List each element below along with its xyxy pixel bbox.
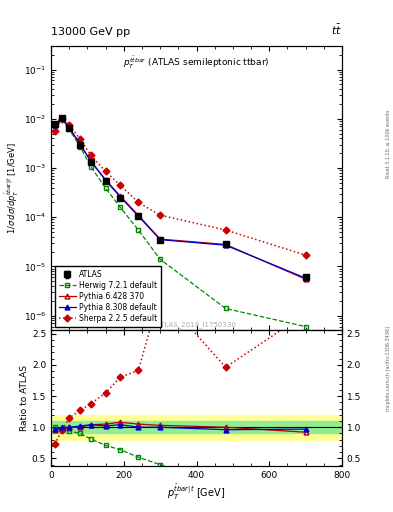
Herwig 7.2.1 default: [78, 144, 83, 150]
Pythia 8.308 default: [136, 213, 141, 219]
Pythia 8.308 default: [60, 115, 64, 121]
Pythia 6.428 370: [67, 125, 72, 131]
Pythia 8.308 default: [158, 237, 163, 243]
Pythia 8.308 default: [89, 159, 94, 165]
Text: 13000 GeV pp: 13000 GeV pp: [51, 27, 130, 37]
Sherpa 2.2.5 default: [89, 153, 94, 159]
Sherpa 2.2.5 default: [60, 116, 64, 122]
Pythia 6.428 370: [89, 159, 94, 165]
Sherpa 2.2.5 default: [303, 252, 308, 258]
Sherpa 2.2.5 default: [223, 227, 228, 233]
Pythia 8.308 default: [67, 125, 72, 131]
Text: ATLAS_2019_I1750330: ATLAS_2019_I1750330: [156, 321, 237, 328]
Line: Sherpa 2.2.5 default: Sherpa 2.2.5 default: [52, 116, 308, 258]
X-axis label: $p_T^{\bar{t}bar|t}$ [GeV]: $p_T^{\bar{t}bar|t}$ [GeV]: [167, 482, 226, 502]
Pythia 8.308 default: [52, 121, 57, 127]
Pythia 6.428 370: [303, 276, 308, 282]
Sherpa 2.2.5 default: [136, 199, 141, 205]
Herwig 7.2.1 default: [136, 227, 141, 233]
Pythia 6.428 370: [52, 122, 57, 128]
Pythia 6.428 370: [158, 236, 163, 242]
Text: $t\bar{t}$: $t\bar{t}$: [331, 23, 342, 37]
Line: Herwig 7.2.1 default: Herwig 7.2.1 default: [52, 116, 308, 329]
Y-axis label: $1/\sigma\,d\sigma/dp_T^{\bar{t}bar|t}$ [1/GeV]: $1/\sigma\,d\sigma/dp_T^{\bar{t}bar|t}$ …: [4, 142, 21, 234]
Herwig 7.2.1 default: [60, 115, 64, 121]
Pythia 6.428 370: [136, 212, 141, 218]
Y-axis label: Ratio to ATLAS: Ratio to ATLAS: [20, 365, 29, 431]
Sherpa 2.2.5 default: [103, 168, 108, 175]
Herwig 7.2.1 default: [103, 185, 108, 191]
Text: Rivet 3.1.10, ≥ 100k events: Rivet 3.1.10, ≥ 100k events: [386, 109, 391, 178]
Herwig 7.2.1 default: [89, 164, 94, 170]
Legend: ATLAS, Herwig 7.2.1 default, Pythia 6.428 370, Pythia 8.308 default, Sherpa 2.2.: ATLAS, Herwig 7.2.1 default, Pythia 6.42…: [55, 266, 161, 327]
Herwig 7.2.1 default: [303, 324, 308, 330]
Pythia 8.308 default: [223, 242, 228, 248]
Herwig 7.2.1 default: [223, 305, 228, 311]
Pythia 8.308 default: [118, 194, 123, 200]
Text: $p_T^{t\bar{t}bar}$ (ATLAS semileptonic ttbar): $p_T^{t\bar{t}bar}$ (ATLAS semileptonic …: [123, 55, 270, 71]
Pythia 6.428 370: [223, 241, 228, 247]
Pythia 6.428 370: [103, 177, 108, 183]
Pythia 6.428 370: [78, 141, 83, 147]
Text: mcplots.cern.ch [arXiv:1306.3436]: mcplots.cern.ch [arXiv:1306.3436]: [386, 326, 391, 411]
Herwig 7.2.1 default: [67, 126, 72, 133]
Herwig 7.2.1 default: [158, 256, 163, 262]
Sherpa 2.2.5 default: [118, 182, 123, 188]
Pythia 8.308 default: [303, 275, 308, 281]
Bar: [51, 415, 342, 440]
Sherpa 2.2.5 default: [67, 122, 72, 128]
Sherpa 2.2.5 default: [158, 212, 163, 218]
Pythia 8.308 default: [78, 141, 83, 147]
Pythia 8.308 default: [103, 177, 108, 183]
Pythia 6.428 370: [118, 193, 123, 199]
Bar: [51, 421, 342, 434]
Herwig 7.2.1 default: [52, 121, 57, 127]
Line: Pythia 6.428 370: Pythia 6.428 370: [52, 116, 308, 282]
Herwig 7.2.1 default: [118, 204, 123, 210]
Pythia 6.428 370: [60, 115, 64, 121]
Line: Pythia 8.308 default: Pythia 8.308 default: [52, 115, 308, 281]
Sherpa 2.2.5 default: [52, 127, 57, 134]
Sherpa 2.2.5 default: [78, 136, 83, 142]
